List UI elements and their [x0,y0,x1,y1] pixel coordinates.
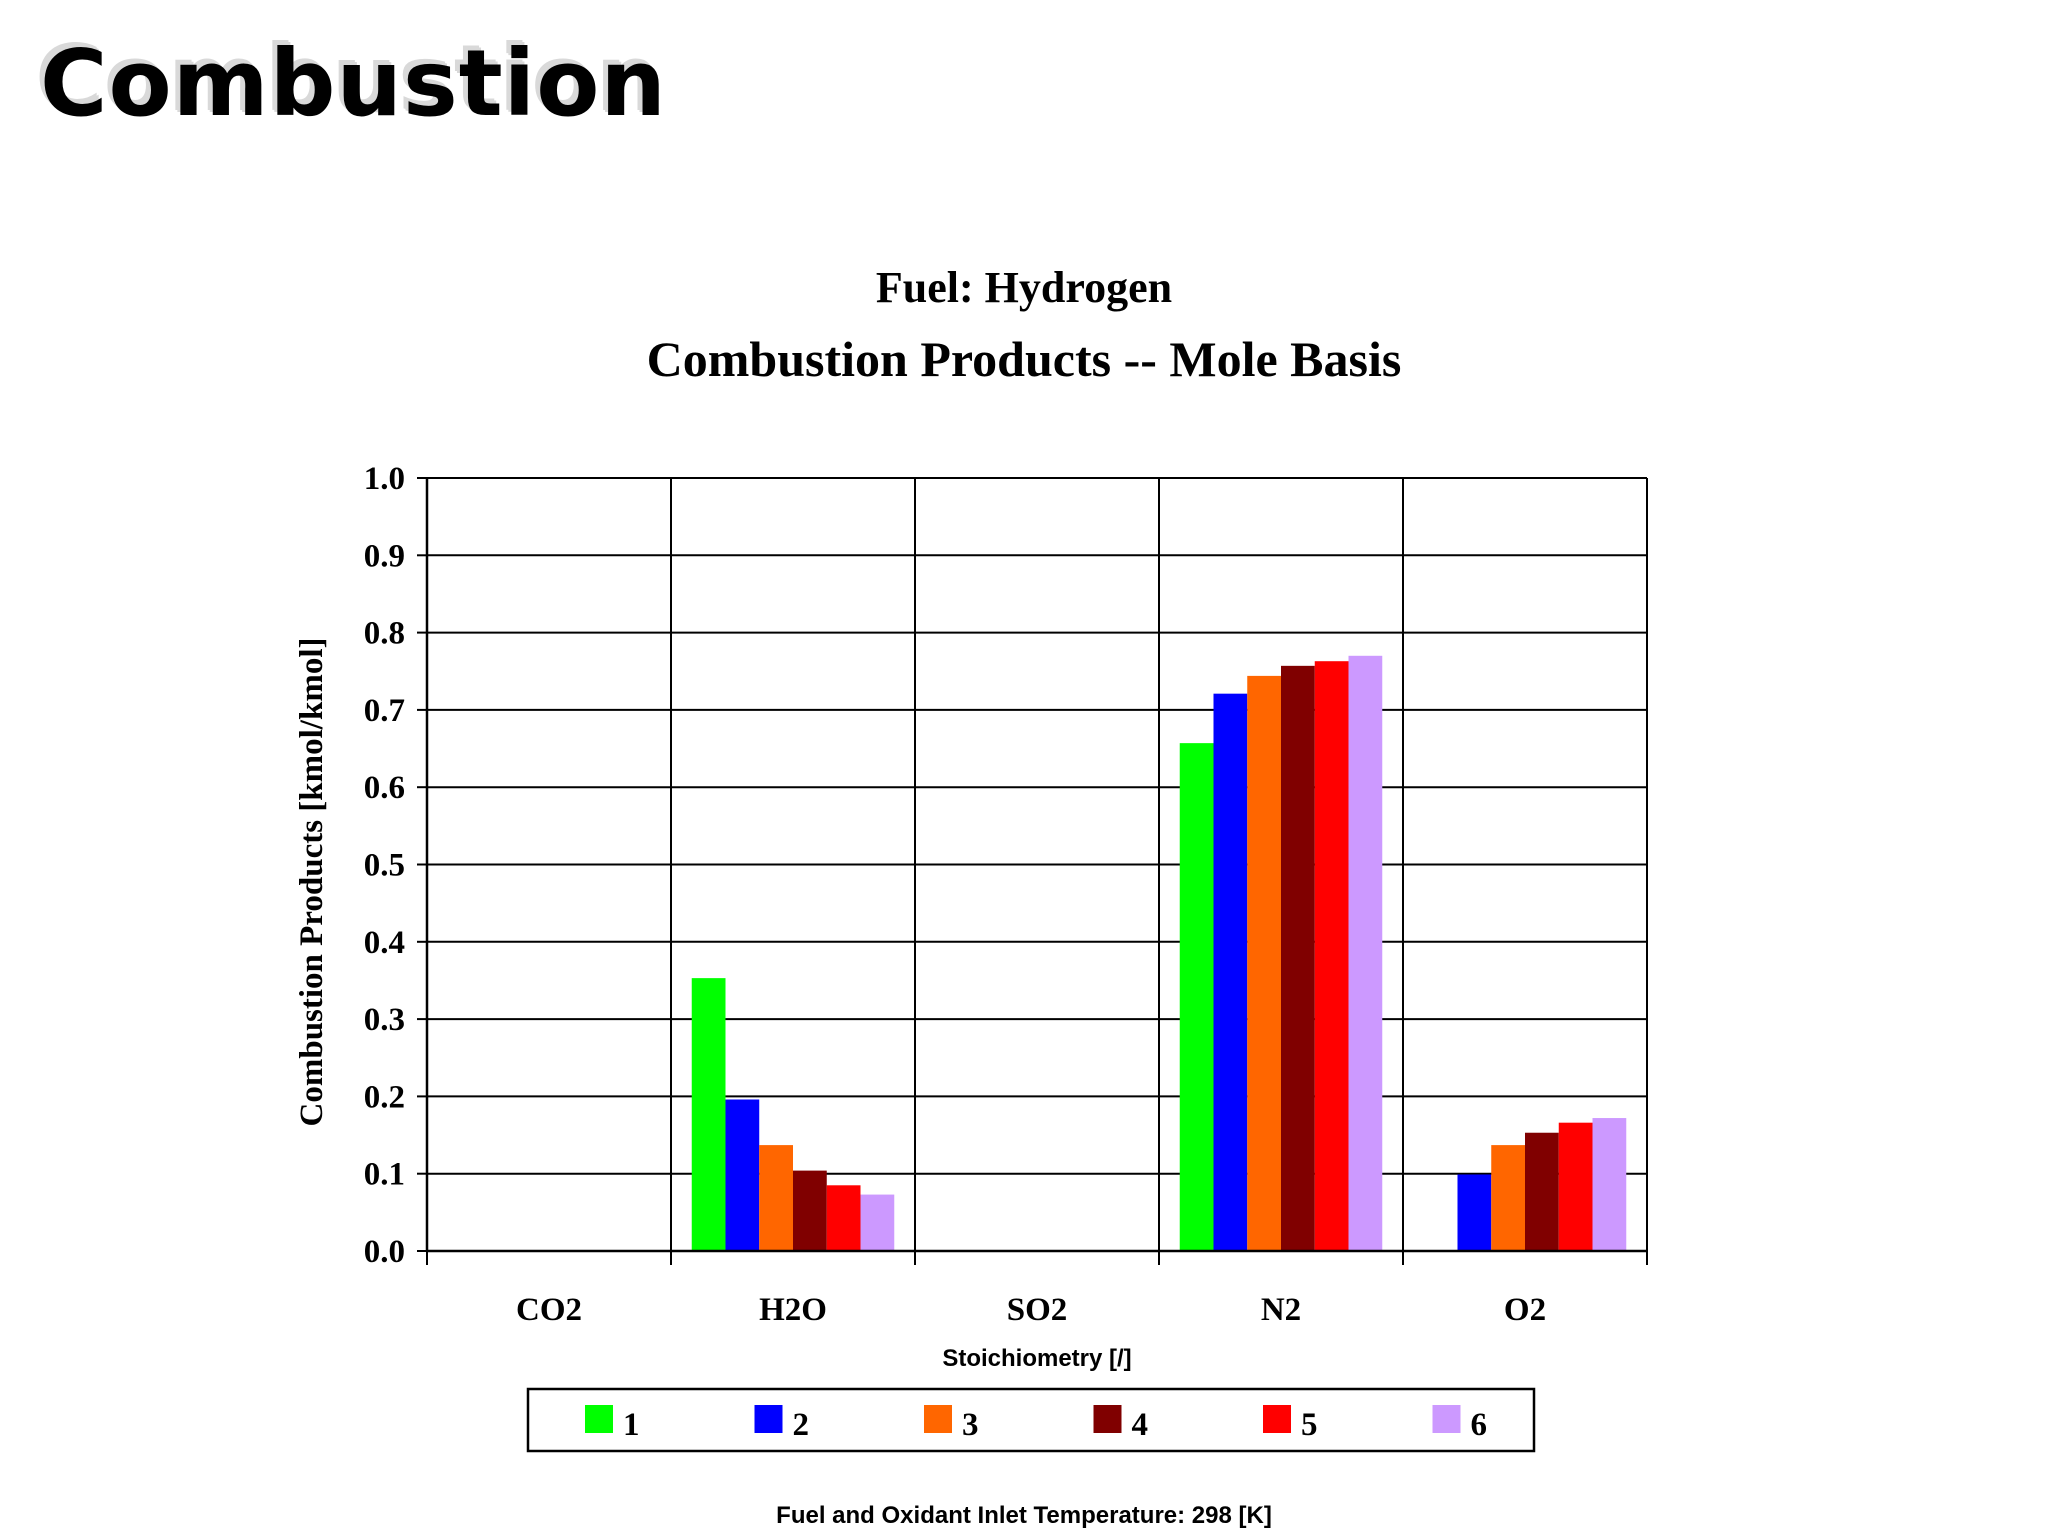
bar-series-6-o2 [1592,1118,1627,1251]
bar-series-1-n2 [1179,743,1214,1251]
y-tick-label: 0.9 [364,538,405,574]
legend-label: 2 [793,1407,810,1443]
legend-swatch [1093,1405,1122,1433]
bar-series-5-h2o [826,1185,861,1251]
legend-box [526,1387,1536,1453]
x-category-label: SO2 [1007,1292,1068,1328]
bar-series-2-n2 [1213,693,1248,1251]
y-tick-label: 0.5 [364,848,405,884]
y-tick-label: 0.1 [364,1157,405,1193]
footnote: Fuel and Oxidant Inlet Temperature: 298 … [776,1502,1272,1529]
axes-layer [417,477,1647,1253]
bar-series-4-n2 [1281,665,1315,1251]
y-tick-label: 1.0 [364,461,405,497]
bar-series-4-o2 [1525,1132,1559,1251]
y-tick-label: 0.0 [364,1234,405,1270]
legend-label: 5 [1301,1407,1318,1443]
bar-series-5-o2 [1558,1122,1593,1251]
bar-series-6-h2o [860,1194,895,1251]
bar-series-6-n2 [1348,655,1383,1251]
y-tick-label: 0.2 [364,1079,405,1115]
bar-series-3-n2 [1247,675,1281,1251]
legend-swatch [1432,1405,1461,1433]
slide-title: Combustion [40,30,667,137]
x-category-label: CO2 [516,1292,582,1328]
x-axis-title: Stoichiometry [/] [942,1345,1131,1372]
legend-swatch [1263,1405,1291,1433]
bar-series-2-h2o [725,1099,760,1251]
legend-swatch [754,1405,783,1433]
bar-series-1-h2o [691,978,726,1251]
bar-series-4-h2o [793,1170,827,1251]
legend: 1 2 3 4 5 6 [526,1387,1536,1453]
chart-title: Combustion Products -- Mole Basis [646,331,1402,387]
y-tick-label: 0.8 [364,616,405,652]
y-tick-label: 0.7 [364,693,405,729]
legend-label: 6 [1471,1407,1488,1443]
x-category-label: N2 [1261,1292,1301,1328]
legend-label: 1 [623,1407,640,1443]
bar-series-2-o2 [1457,1174,1492,1251]
labels-layer: 0.0 0.1 0.2 0.3 0.4 0.5 0.6 0.7 0.8 0.9 1.0 CO2 H2O S… [364,461,1546,1328]
y-tick-label: 0.6 [364,770,405,806]
bars-layer [691,655,1627,1251]
y-tick-label: 0.4 [364,925,405,961]
bar-series-3-o2 [1491,1145,1525,1251]
y-tick-label: 0.3 [364,1002,405,1038]
grid-layer [426,477,1648,1265]
chart-subtitle: Fuel: Hydrogen [875,263,1173,312]
legend-label: 3 [962,1407,979,1443]
legend-swatch [924,1405,952,1433]
x-category-label: H2O [759,1292,827,1328]
x-category-label: O2 [1504,1292,1546,1328]
y-axis-title: Combustion Products [kmol/kmol] [294,638,330,1127]
bar-series-3-h2o [759,1145,793,1251]
legend-swatch [585,1405,613,1433]
legend-label: 4 [1132,1407,1149,1443]
bar-series-5-n2 [1314,661,1349,1251]
